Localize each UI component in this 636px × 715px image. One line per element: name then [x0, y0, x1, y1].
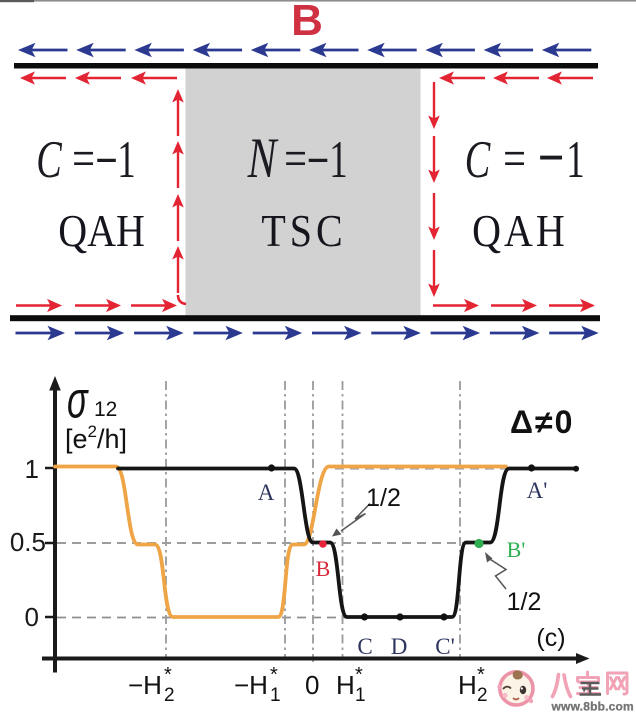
- svg-text:1: 1: [270, 685, 281, 706]
- svg-text:=: =: [284, 130, 307, 188]
- svg-text:*: *: [164, 664, 172, 686]
- svg-text:1: 1: [355, 685, 366, 706]
- svg-text:TSC: TSC: [261, 207, 346, 257]
- svg-text:C: C: [465, 131, 491, 190]
- svg-text:QAH: QAH: [472, 207, 568, 257]
- svg-text:D: D: [391, 634, 408, 659]
- svg-text:1: 1: [566, 129, 584, 188]
- svg-text:B: B: [316, 556, 331, 581]
- svg-text:1: 1: [329, 129, 347, 188]
- svg-text:σ: σ: [67, 371, 89, 429]
- svg-text:B': B': [507, 537, 526, 562]
- svg-text:0.5: 0.5: [10, 527, 46, 557]
- svg-text:0: 0: [305, 670, 319, 700]
- svg-text:B: B: [291, 0, 323, 45]
- svg-text:−: −: [307, 135, 330, 187]
- svg-text:H: H: [336, 670, 355, 700]
- svg-text:A': A': [527, 478, 548, 503]
- svg-text:[e2/h]: [e2/h]: [65, 422, 127, 454]
- svg-text:www.8bb.com: www.8bb.com: [551, 700, 634, 714]
- svg-text:QAH: QAH: [58, 207, 145, 257]
- svg-text:Δ≠0: Δ≠0: [510, 404, 574, 440]
- svg-text:N: N: [247, 126, 279, 189]
- svg-text:2: 2: [164, 685, 175, 706]
- svg-text:−: −: [95, 135, 118, 187]
- svg-text:0: 0: [25, 602, 39, 632]
- svg-text:1/2: 1/2: [507, 588, 542, 616]
- svg-text:1/2: 1/2: [366, 484, 401, 512]
- svg-text:*: *: [477, 664, 485, 686]
- svg-text:−: −: [538, 127, 565, 188]
- svg-text:1: 1: [25, 454, 39, 484]
- svg-text:*: *: [355, 664, 363, 686]
- svg-text:−H: −H: [234, 670, 268, 700]
- svg-text:1: 1: [117, 129, 135, 188]
- svg-text:H: H: [458, 670, 477, 700]
- svg-text:C: C: [36, 131, 62, 190]
- svg-text:12: 12: [94, 398, 117, 421]
- svg-text:*: *: [270, 664, 278, 686]
- svg-text:2: 2: [477, 685, 488, 706]
- svg-text:C: C: [357, 634, 372, 659]
- svg-text:C': C': [435, 634, 455, 659]
- svg-text:=: =: [503, 130, 526, 188]
- svg-text:A: A: [258, 480, 275, 505]
- svg-text:−H: −H: [128, 670, 162, 700]
- svg-text:=: =: [72, 130, 95, 188]
- svg-text:(c): (c): [536, 624, 565, 652]
